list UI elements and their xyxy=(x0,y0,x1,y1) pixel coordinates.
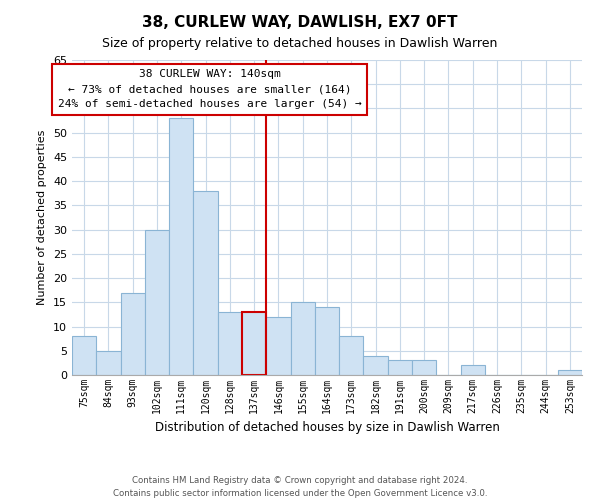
Bar xyxy=(169,118,193,375)
Bar xyxy=(364,356,388,375)
Text: 38 CURLEW WAY: 140sqm
← 73% of detached houses are smaller (164)
24% of semi-det: 38 CURLEW WAY: 140sqm ← 73% of detached … xyxy=(58,70,362,109)
Text: 38, CURLEW WAY, DAWLISH, EX7 0FT: 38, CURLEW WAY, DAWLISH, EX7 0FT xyxy=(142,15,458,30)
Bar xyxy=(242,312,266,375)
Bar xyxy=(290,302,315,375)
Bar xyxy=(96,351,121,375)
Bar xyxy=(121,292,145,375)
Y-axis label: Number of detached properties: Number of detached properties xyxy=(37,130,47,305)
Bar xyxy=(145,230,169,375)
Bar xyxy=(388,360,412,375)
Bar xyxy=(266,317,290,375)
Bar xyxy=(72,336,96,375)
Bar xyxy=(315,307,339,375)
Bar xyxy=(218,312,242,375)
Bar xyxy=(412,360,436,375)
Bar xyxy=(193,191,218,375)
Bar xyxy=(558,370,582,375)
Bar xyxy=(339,336,364,375)
X-axis label: Distribution of detached houses by size in Dawlish Warren: Distribution of detached houses by size … xyxy=(155,422,499,434)
Bar xyxy=(461,366,485,375)
Text: Size of property relative to detached houses in Dawlish Warren: Size of property relative to detached ho… xyxy=(103,38,497,51)
Text: Contains HM Land Registry data © Crown copyright and database right 2024.
Contai: Contains HM Land Registry data © Crown c… xyxy=(113,476,487,498)
